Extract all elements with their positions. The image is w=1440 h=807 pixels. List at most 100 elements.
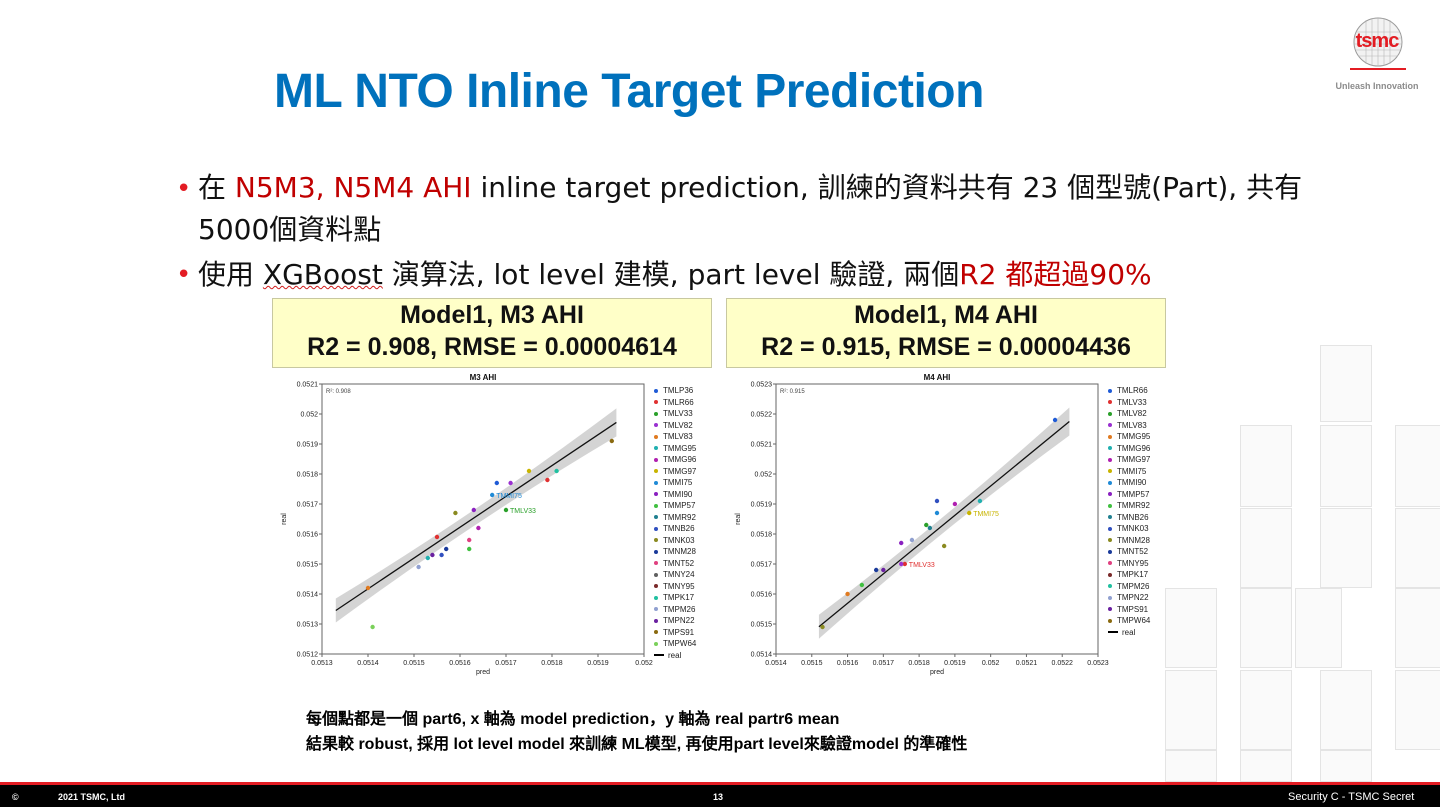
legend-marker [654, 434, 658, 439]
logo-tagline: Unleash Innovation [1335, 81, 1419, 91]
legend-label: TMMR92 [663, 512, 696, 522]
y-tick-label: 0.0521 [297, 382, 319, 389]
chart-title: M3 AHI [470, 373, 497, 382]
legend-item: TMPW64 [654, 638, 714, 650]
chart-m3-ahi: M3 AHI R²: 0.908 0.0513 0.0514 0.0515 0.0516 0… [281, 373, 653, 676]
wafer-icon [1353, 17, 1403, 67]
x-tick-label: 0.0521 [1016, 660, 1038, 667]
data-point [820, 624, 825, 630]
x-axis-label: pred [476, 669, 490, 676]
legend-marker [1108, 434, 1112, 439]
note-line-1: 每個點都是一個 part6, x 軸為 model prediction，y 軸… [306, 711, 840, 728]
x-tick-label: 0.0519 [944, 660, 966, 667]
legend-marker [1108, 411, 1112, 416]
slide-title: ML NTO Inline Target Prediction [274, 65, 984, 118]
legend-marker [654, 480, 658, 485]
legend-marker [1108, 423, 1112, 428]
x-tick-label: 0.0515 [801, 660, 823, 667]
legend-marker [1108, 526, 1112, 531]
legend-item: TMMI90 [654, 489, 714, 501]
legend-label: TMMI75 [1117, 466, 1147, 476]
legend-marker [654, 446, 658, 451]
data-point [416, 564, 421, 570]
legend-label: TMNM28 [663, 547, 696, 556]
y-tick-label: 0.0518 [297, 472, 319, 479]
bullet-dot: • [176, 174, 192, 204]
legend-item: TMNM28 [1108, 535, 1168, 547]
x-tick-label: 0.052 [635, 660, 653, 667]
legend-item: TMPW64 [1108, 615, 1168, 627]
page-number: 13 [713, 792, 724, 802]
legend-label: TMPN22 [663, 616, 695, 625]
legend-marker [1108, 400, 1112, 405]
legend-item: TMNY95 [1108, 558, 1168, 570]
x-axis-label: pred [930, 669, 944, 676]
bullet-1-prefix: 在 [198, 171, 235, 204]
legend-label: real [1122, 627, 1136, 637]
legend-label: TMPK17 [1117, 570, 1149, 579]
confidence-band [818, 407, 1070, 639]
legend-item: TMMI75 [1108, 466, 1168, 478]
legend-item: TMMR92 [1108, 500, 1168, 512]
x-tick-label: 0.0522 [1052, 660, 1074, 667]
legend-label: TMMG95 [1117, 432, 1151, 441]
x-tick-label: 0.0517 [873, 660, 895, 667]
y-tick-label: 0.0521 [751, 442, 773, 449]
copyright-text: 2021 TSMC, Ltd [58, 792, 126, 802]
legend-item: TMMG97 [654, 466, 714, 478]
legend-marker [1108, 572, 1112, 577]
legend-marker [1108, 503, 1112, 508]
legend-label: TMMP57 [1117, 489, 1150, 499]
legend-label: TMMP57 [663, 501, 696, 510]
legend-label: TMLV83 [1117, 420, 1147, 430]
legend-marker [1108, 607, 1112, 612]
legend-marker [1108, 469, 1112, 474]
data-point [859, 582, 865, 588]
x-tick-label: 0.0518 [541, 660, 563, 667]
legend-label: real [668, 650, 682, 660]
data-point [941, 543, 947, 549]
legend-marker [654, 561, 658, 566]
legend-item: TMMP57 [1108, 489, 1168, 501]
copyright-symbol: © [12, 792, 19, 802]
panel-metrics-m3: R2 = 0.908, RMSE = 0.00004614 [307, 333, 677, 361]
legend-marker [1108, 515, 1112, 520]
panel-metrics-m4: R2 = 0.915, RMSE = 0.00004436 [761, 333, 1131, 361]
data-point [924, 522, 929, 528]
legend-marker [654, 607, 658, 612]
legend-item: TMPS91 [654, 627, 714, 639]
panel-header-m3: Model1, M3 AHI R2 = 0.908, RMSE = 0.0000… [272, 298, 712, 368]
point-label: TMLV33 [909, 562, 935, 569]
data-point [494, 480, 499, 486]
x-tick-label: 0.0519 [587, 660, 609, 667]
y-tick-label: 0.0515 [297, 562, 319, 569]
legend-label: TMPM26 [1117, 581, 1150, 591]
data-point [444, 546, 449, 552]
bullet-1: 在 N5M3, N5M4 AHI inline target predictio… [198, 168, 1302, 208]
legend-label: TMPW64 [1117, 616, 1151, 625]
y-tick-label: 0.0514 [751, 652, 773, 659]
legend-item: real [1108, 627, 1168, 639]
legend-item: TMMP57 [654, 500, 714, 512]
legend-label: TMMI90 [1117, 478, 1147, 487]
legend-label: TMMG97 [663, 466, 697, 476]
legend-label: TMNM28 [1117, 535, 1150, 545]
legend-label: TMPK17 [663, 593, 695, 602]
data-point [554, 468, 559, 474]
legend-marker [654, 388, 658, 393]
bullet-2: 使用 XGBoost 演算法, lot level 建模, part level… [198, 255, 1152, 295]
legend-item: TMPN22 [1108, 592, 1168, 604]
legend-label: TMPM26 [663, 604, 696, 614]
data-point [526, 468, 532, 474]
data-point [934, 498, 940, 504]
data-point [977, 498, 983, 504]
panel-header-m4: Model1, M4 AHI R2 = 0.915, RMSE = 0.0000… [726, 298, 1166, 368]
legend-label: TMLV83 [663, 432, 693, 441]
legend-item: real [654, 650, 714, 662]
legend-label: TMPW64 [663, 639, 697, 648]
y-tick-label: 0.0516 [297, 532, 319, 539]
legend-item: TMLV33 [654, 408, 714, 420]
legend-item: TMNM28 [654, 546, 714, 558]
panel-title-m3: Model1, M3 AHI [400, 301, 584, 329]
legend-item: TMLP36 [654, 385, 714, 397]
